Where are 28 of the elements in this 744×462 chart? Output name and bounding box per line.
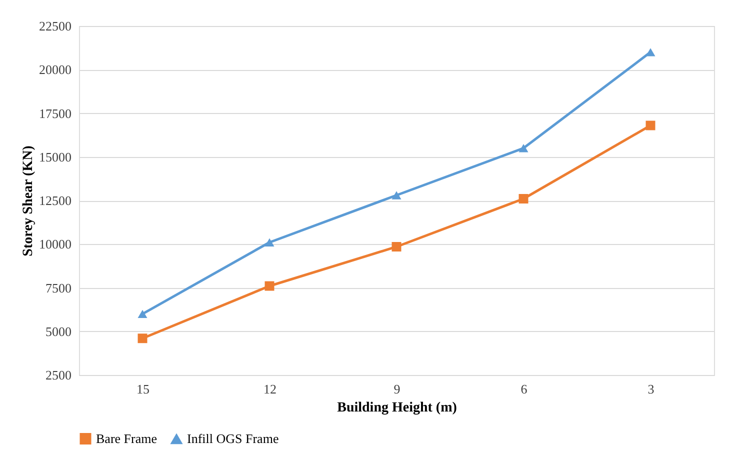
legend-label: Bare Frame — [96, 430, 158, 446]
x-axis-title: Building Height (m) — [337, 400, 458, 416]
point — [646, 48, 656, 56]
x-tick-label: 15 — [136, 382, 150, 396]
point — [392, 191, 402, 200]
y-tick-label: 2500 — [46, 368, 72, 382]
point — [518, 194, 528, 204]
y-tick-label: 20000 — [39, 62, 72, 78]
x-tick-label: 3 — [648, 382, 654, 396]
y-tick-label: 5000 — [46, 324, 72, 339]
y-axis-title: Storey Shear (KN) — [21, 145, 36, 256]
y-tick-label: 10000 — [39, 236, 72, 252]
point — [138, 334, 148, 344]
y-tick-label: 17500 — [39, 106, 72, 121]
y-tick-label: 15000 — [39, 149, 72, 164]
x-tick-label: 6 — [520, 382, 528, 396]
point — [518, 144, 528, 152]
legend-label: Infill OGS Frame — [187, 431, 279, 446]
y-tick-label: 7500 — [46, 280, 72, 296]
x-tick-label: 9 — [394, 382, 400, 396]
x-tick-label: 12 — [264, 382, 276, 396]
point — [138, 310, 148, 318]
y-tick-label: 22500 — [39, 18, 72, 34]
point — [392, 242, 402, 252]
point — [264, 238, 274, 246]
y-tick-label: 12500 — [39, 193, 72, 208]
point — [646, 120, 656, 130]
point — [264, 281, 274, 291]
